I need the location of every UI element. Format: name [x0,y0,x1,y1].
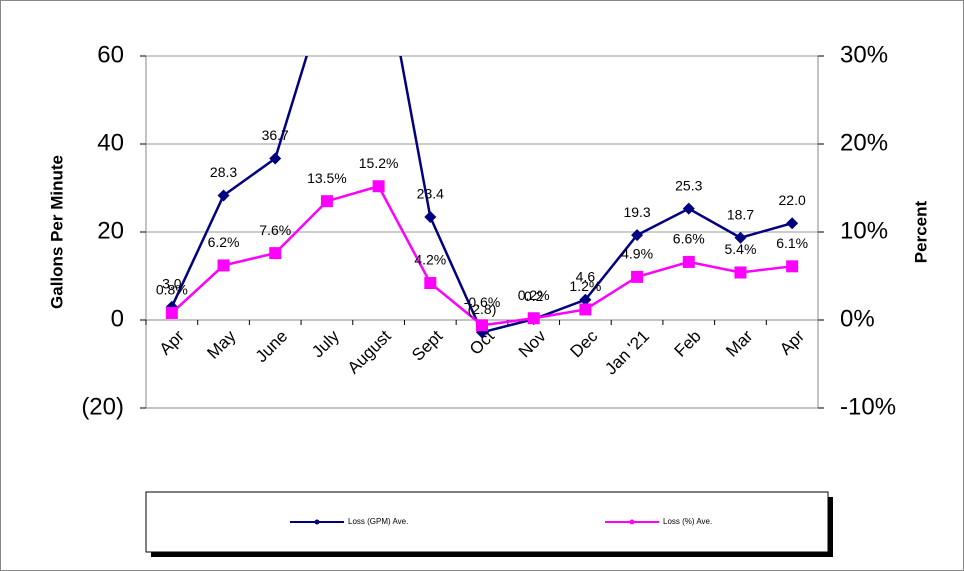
value-label: 5.4% [725,241,757,257]
point [786,260,799,273]
point [320,195,333,208]
y-tick-label: (20) [81,393,124,420]
value-label: 3.0 [162,276,182,292]
legend-label: Loss (GPM) Ave. [348,517,408,526]
value-label: 19.3 [623,204,650,220]
value-label: 25.3 [675,177,702,193]
legend [145,491,829,553]
value-label: (2.8) [468,301,497,317]
y-tick-label: 60 [97,41,124,68]
point [217,189,230,202]
value-label: 22.0 [779,192,806,208]
legend-marker [629,519,635,525]
y2-axis-label: Percent [911,200,930,263]
legend-label: Loss (%) Ave. [663,517,712,526]
value-label: 4.9% [621,246,653,262]
point [165,306,178,319]
value-label: 28.3 [210,164,237,180]
point [527,312,540,325]
value-label: 4.6 [576,268,596,284]
point [734,231,747,244]
value-label: 23.4 [417,186,444,202]
point [424,211,437,224]
value-label: 7.6% [259,222,291,238]
point [372,180,385,193]
value-label: -0.6% [464,294,501,310]
y2-tick-label: 0% [840,305,875,332]
plot-clip [165,56,799,339]
value-label: 0.2% [518,287,550,303]
point [269,152,282,165]
y2-tick-label: 30% [840,41,888,68]
value-label: 0.2 [524,288,544,304]
point [631,229,644,242]
value-label: 15.2% [359,155,399,171]
value-label: 4.2% [414,252,446,268]
point [631,270,644,283]
point [424,277,437,290]
y2-tick-label: -10% [840,393,896,420]
point [579,293,592,306]
point [269,247,282,260]
point [476,319,488,332]
value-label: 18.7 [727,206,754,222]
point [682,255,695,268]
point [734,266,747,279]
point [579,303,592,316]
point [682,202,695,215]
y2-tick-label: 20% [840,129,888,156]
y-tick-label: 0 [111,305,124,332]
value-label: 36.7 [262,127,289,143]
point [217,259,230,272]
value-label: 6.6% [673,231,705,247]
value-label: 6.2% [208,234,240,250]
y-tick-label: 20 [97,217,124,244]
y-tick-label: 40 [97,129,124,156]
value-label: 0.8% [156,282,188,298]
point [786,217,799,230]
y-axis-label: Gallons Per Minute [47,155,66,309]
value-label: 1.2% [569,278,601,294]
value-label: 13.5% [307,170,347,186]
legend-marker [314,519,320,525]
y2-tick-label: 10% [840,217,888,244]
value-label: 6.1% [776,235,808,251]
